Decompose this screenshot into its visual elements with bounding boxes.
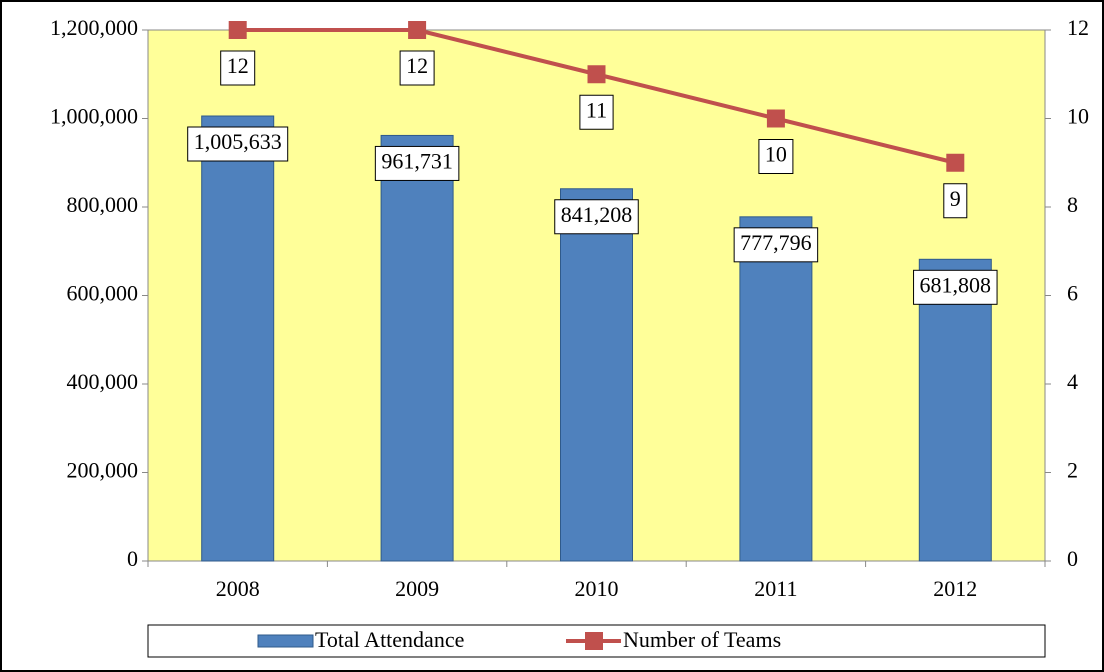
bar-value-label-box [187, 126, 289, 162]
marker [228, 21, 247, 39]
bar-value-label-box [733, 227, 819, 263]
bar-value-label-box [554, 199, 639, 235]
bar [380, 134, 454, 562]
y-tick-label: 800,000 [67, 192, 139, 217]
line-value-label-box [579, 94, 614, 130]
marker [946, 153, 965, 172]
bar [201, 115, 275, 562]
x-tick-label: 2009 [395, 576, 439, 601]
x-tick-label: 2008 [216, 576, 260, 601]
bar [739, 216, 813, 562]
line-value-label: 10 [765, 142, 787, 167]
legend-swatch [257, 634, 314, 648]
x-tick-label: 2010 [575, 576, 619, 601]
bar-value-label: 681,808 [920, 272, 992, 297]
line-value-label-box [758, 139, 794, 174]
line-value-label: 11 [586, 97, 607, 122]
y-tick-label: 600,000 [67, 281, 139, 306]
x-tick-label: 2012 [933, 576, 977, 601]
bar-value-label: 961,731 [381, 148, 453, 173]
y2-tick-label: 4 [1067, 369, 1078, 394]
y2-tick-label: 8 [1067, 192, 1078, 217]
line-value-label-box [220, 50, 256, 86]
y-tick-label: 200,000 [67, 458, 139, 483]
x-tick-label: 2011 [754, 576, 797, 601]
y2-tick-label: 10 [1067, 104, 1089, 129]
y2-tick-label: 12 [1067, 15, 1089, 40]
y-tick-label: 1,000,000 [50, 104, 138, 129]
bar-value-label-box [913, 269, 998, 305]
bar-value-label: 841,208 [561, 202, 633, 227]
legend-marker [585, 632, 603, 650]
y-tick-label: 1,200,000 [50, 15, 138, 40]
y2-tick-label: 2 [1067, 458, 1078, 483]
line-value-label: 9 [950, 186, 961, 211]
marker [766, 109, 785, 128]
bar-value-label: 777,796 [740, 230, 812, 255]
line-value-label: 12 [406, 53, 428, 78]
bar-value-label: 1,005,633 [194, 129, 282, 154]
y2-tick-label: 0 [1067, 546, 1078, 571]
marker [587, 65, 606, 84]
y-tick-label: 0 [127, 546, 138, 571]
legend-label: Number of Teams [623, 627, 781, 652]
line-value-label-box [943, 183, 968, 219]
y2-tick-label: 6 [1067, 281, 1078, 306]
legend-label: Total Attendance [315, 627, 464, 652]
line-value-label-box [399, 50, 435, 86]
bar [560, 188, 633, 562]
bar-value-label-box [374, 145, 460, 181]
line-value-label: 12 [227, 53, 249, 78]
y-tick-label: 400,000 [67, 369, 139, 394]
marker [408, 21, 427, 39]
bar [918, 258, 992, 562]
